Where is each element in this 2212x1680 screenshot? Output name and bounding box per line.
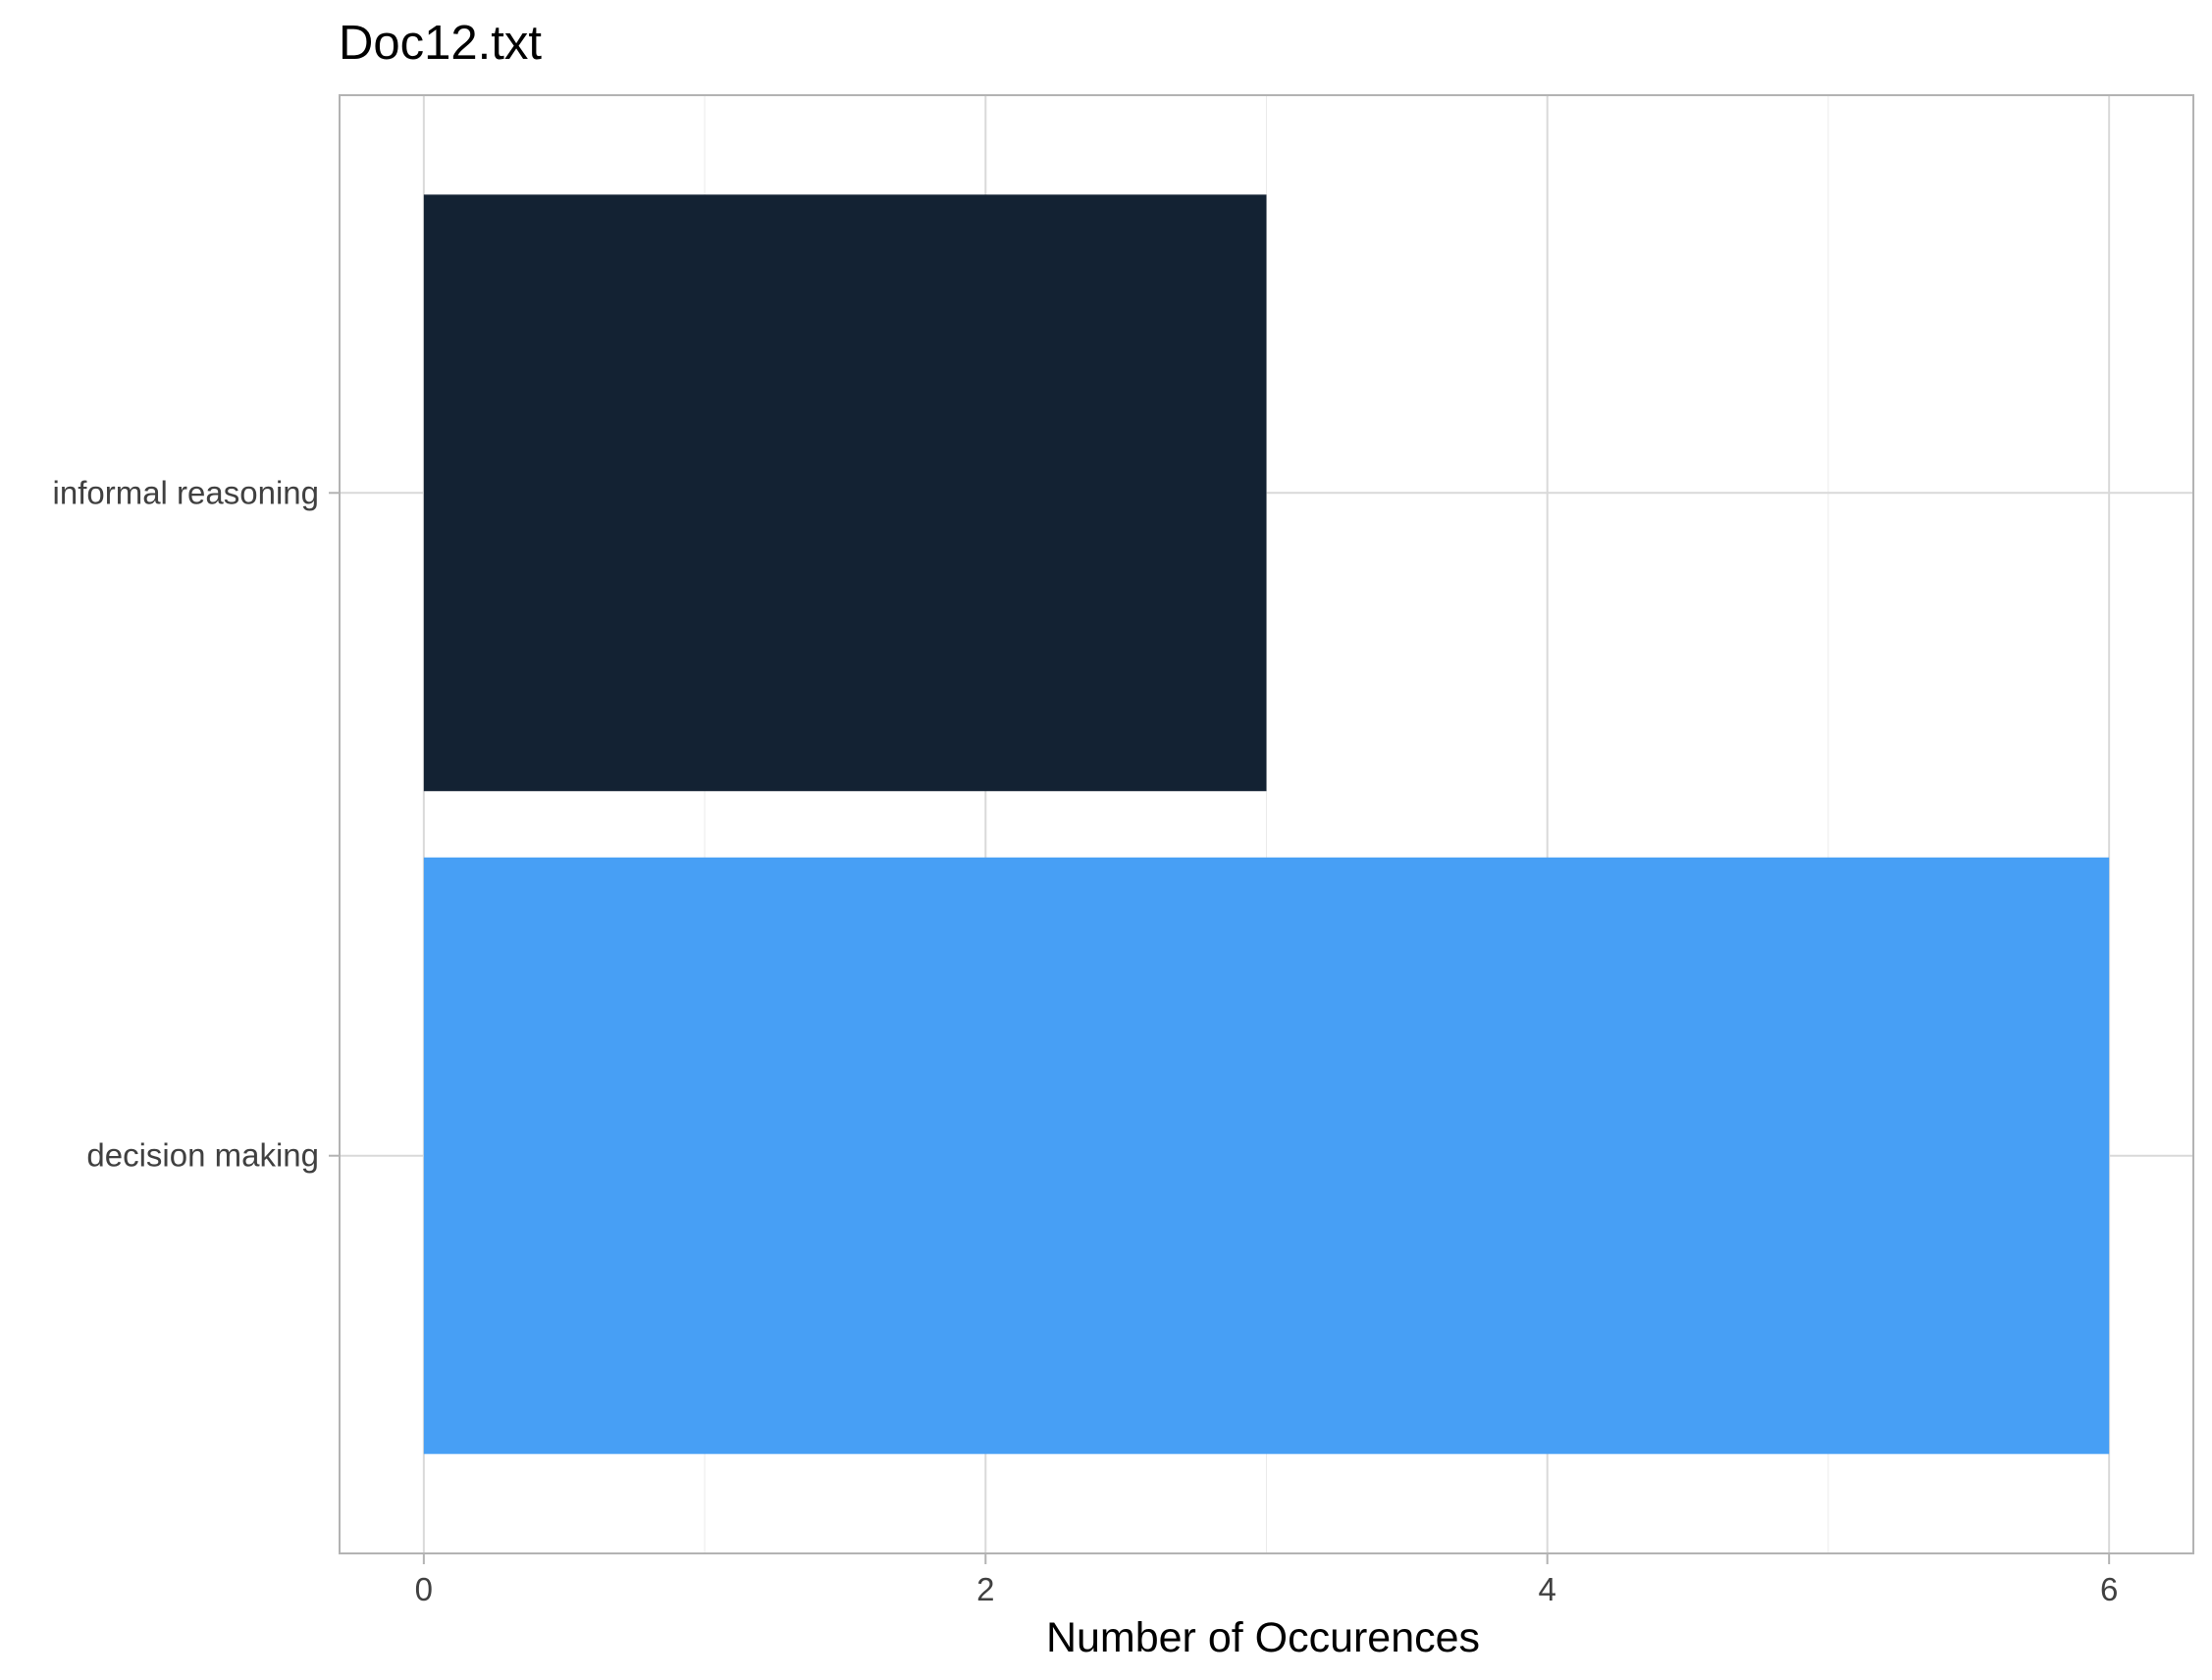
x-tick-label: 0 <box>415 1571 433 1607</box>
bar-decision-making <box>423 857 2110 1454</box>
y-axis: decision making informal reasoning <box>53 474 340 1174</box>
plot-panel-border <box>339 94 2194 1554</box>
x-axis-label: Number of Occurences <box>1046 1614 1480 1661</box>
x-tick-label: 4 <box>1539 1571 1556 1607</box>
bars <box>423 194 2110 1454</box>
chart-title: Doc12.txt <box>339 17 542 70</box>
x-tick-label: 6 <box>2100 1571 2118 1607</box>
x-axis: 0 2 4 6 <box>415 1553 2118 1607</box>
bar-informal-reasoning <box>423 194 1267 792</box>
y-tick-label: decision making <box>86 1137 319 1174</box>
y-tick-label: informal reasoning <box>53 474 319 510</box>
x-tick-label: 2 <box>976 1571 994 1607</box>
